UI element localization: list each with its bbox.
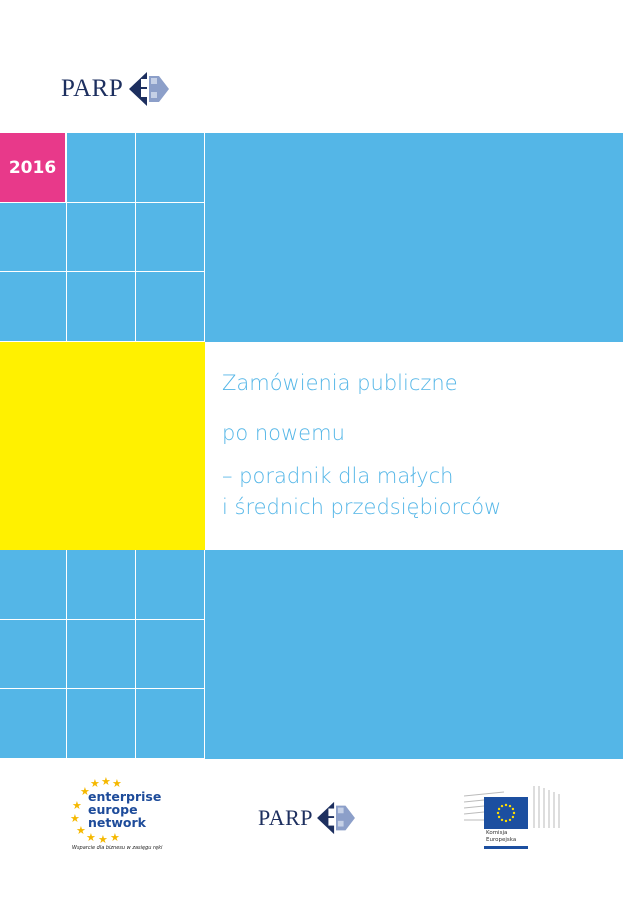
footer-parp-logo: PARP: [258, 800, 355, 836]
subtitle-line-1: – poradnik dla małych: [222, 464, 454, 488]
grid-cell: [67, 133, 136, 203]
footer-parp-text: PARP: [258, 805, 314, 830]
grid-cell: [67, 550, 136, 620]
eu-star: [511, 807, 515, 811]
ec-line-1: Komisja: [486, 830, 508, 836]
eu-star: [504, 819, 508, 823]
grid-cell: [136, 689, 205, 759]
eu-star: [496, 811, 500, 815]
svg-text:★: ★: [86, 831, 96, 843]
parp-logo-text: PARP: [61, 75, 124, 102]
een-stars-icon: ★ ★ ★★★★★★ ★ ★: [70, 777, 122, 843]
svg-text:★: ★: [110, 831, 120, 843]
svg-text:★: ★: [101, 777, 111, 788]
grid-cell: [0, 203, 67, 272]
eu-star: [504, 803, 508, 807]
een-line-3: network: [88, 815, 146, 830]
year-badge: 2016: [0, 133, 66, 203]
eu-star: [497, 815, 501, 819]
grid-cell: [136, 133, 205, 203]
svg-text:★: ★: [90, 777, 100, 790]
grid-cell: [0, 272, 67, 342]
svg-text:★: ★: [76, 824, 86, 837]
grid-cell: [0, 620, 67, 689]
svg-text:★: ★: [80, 785, 90, 798]
grid-cell: [67, 620, 136, 689]
grid-cell: [136, 550, 205, 620]
parp-arrow-icon: [317, 801, 355, 835]
eu-star: [508, 804, 512, 808]
eu-flag-icon: [484, 797, 528, 829]
eu-star: [500, 804, 504, 808]
eu-star: [508, 818, 512, 822]
grid-cell: [136, 203, 205, 272]
grid-cell: [0, 550, 67, 620]
een-logo: ★ ★ ★ ★ ★ ★ ★ ★ ★ ★ enterprise europe network Wsp…: [68, 777, 168, 857]
grid-cell: [136, 620, 205, 689]
grid-cell: [136, 272, 205, 342]
eu-star: [497, 807, 501, 811]
svg-text:★: ★: [98, 833, 108, 843]
eu-star: [512, 811, 516, 815]
grid-cell: [67, 689, 136, 759]
year-text: 2016: [8, 157, 57, 178]
eu-star: [511, 815, 515, 819]
header-parp-logo: PARP: [61, 70, 170, 108]
svg-text:★: ★: [112, 777, 122, 790]
svg-text:★: ★: [72, 799, 82, 812]
een-line-2: europe: [88, 802, 138, 817]
eu-star: [500, 818, 504, 822]
yellow-block: [0, 342, 205, 550]
ec-line-2: Europejska: [486, 837, 517, 843]
subtitle-line-2: i średnich przedsiębiorców: [222, 495, 502, 519]
een-tagline: Wsparcie dla biznesu w zasięgu ręki: [72, 845, 163, 851]
european-commission-logo: Komisja Europejska: [464, 782, 564, 854]
grid-cell: [67, 203, 136, 272]
een-line-1: enterprise: [88, 789, 162, 804]
parp-arrow-icon: [129, 72, 170, 106]
title-line-1: Zamówienia publiczne: [222, 371, 458, 395]
grid-cell: [0, 689, 67, 759]
svg-text:★: ★: [70, 812, 80, 825]
ec-underline: [484, 846, 528, 849]
title-line-2: po nowemu: [222, 421, 345, 445]
grid-cell: [67, 272, 136, 342]
